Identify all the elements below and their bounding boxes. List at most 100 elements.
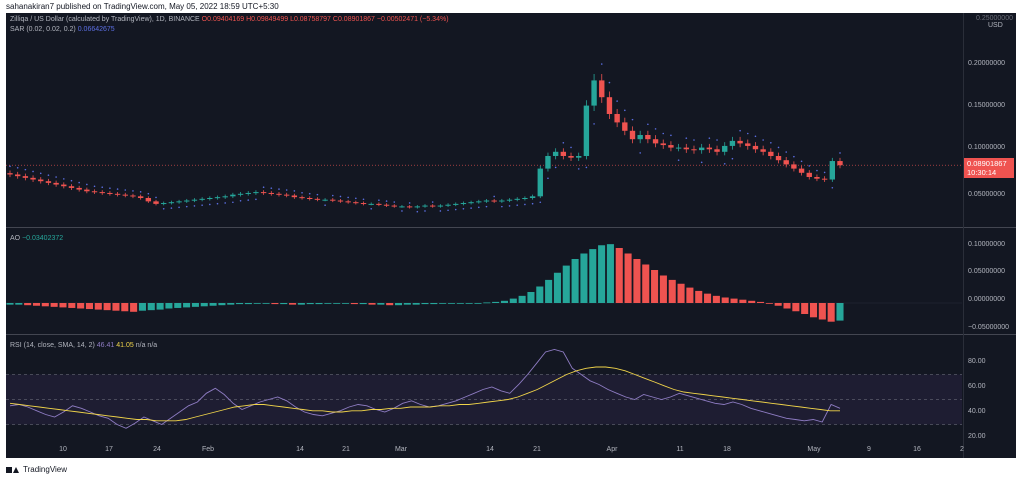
ao-histogram-bar bbox=[624, 253, 632, 303]
time-axis-label: 16 bbox=[913, 446, 921, 453]
sar-dot bbox=[362, 198, 365, 201]
symbol-title[interactable]: Zilliqa / US Dollar (calculated by Tradi… bbox=[10, 16, 200, 23]
ao-legend[interactable]: AO −0.03402372 bbox=[10, 235, 63, 242]
candle-body bbox=[722, 145, 728, 152]
sar-dot bbox=[447, 209, 449, 212]
ao-histogram-bar bbox=[94, 303, 102, 310]
ao-histogram-bar bbox=[333, 303, 341, 304]
sar-dot bbox=[285, 189, 288, 191]
sar-dot bbox=[816, 169, 818, 172]
sar-dot bbox=[224, 202, 226, 204]
ao-histogram-bar bbox=[342, 303, 350, 304]
sar-dot bbox=[331, 194, 334, 197]
sar-dot bbox=[693, 139, 695, 141]
ao-histogram-bar bbox=[500, 300, 508, 303]
candle-body bbox=[714, 149, 720, 152]
candle-body bbox=[230, 194, 236, 197]
candle-body bbox=[652, 139, 659, 144]
sar-dot bbox=[162, 207, 165, 210]
sar-dot bbox=[577, 168, 580, 170]
sar-dot bbox=[55, 176, 57, 178]
sar-dot bbox=[232, 201, 234, 204]
ao-histogram-bar bbox=[156, 303, 164, 310]
ohlc-high: H0.09849499 bbox=[246, 16, 289, 23]
ao-histogram-bar bbox=[792, 303, 800, 312]
ao-histogram-bar bbox=[527, 292, 535, 303]
sar-dot bbox=[293, 190, 296, 192]
sar-dot bbox=[516, 204, 519, 206]
candle-body bbox=[307, 198, 313, 199]
sar-dot bbox=[777, 146, 780, 149]
ao-histogram-bar bbox=[739, 299, 747, 303]
candle-body bbox=[245, 192, 251, 194]
ao-histogram-bar bbox=[809, 303, 818, 318]
sar-dot bbox=[800, 160, 803, 163]
candle-body bbox=[614, 114, 620, 123]
sar-dot bbox=[670, 134, 672, 137]
sar-dot bbox=[462, 207, 465, 210]
candle-body bbox=[768, 151, 774, 156]
candle-body bbox=[660, 143, 666, 146]
ao-histogram-bar bbox=[350, 303, 358, 305]
footer-brand[interactable]: TradingView bbox=[6, 465, 67, 474]
sar-legend[interactable]: SAR (0.02, 0.02, 0.2) 0.06642675 bbox=[10, 26, 115, 33]
ao-histogram-bar bbox=[68, 303, 76, 308]
candle-body bbox=[337, 200, 344, 202]
pane-separator-rsi[interactable] bbox=[6, 334, 1016, 335]
sar-dot bbox=[477, 206, 480, 209]
sar-dot bbox=[562, 141, 565, 144]
sar-dot bbox=[124, 189, 127, 191]
candle-body bbox=[345, 201, 351, 203]
sar-dot bbox=[470, 207, 472, 209]
sar-label: SAR (0.02, 0.02, 0.2) bbox=[10, 26, 76, 33]
sar-dot bbox=[193, 205, 196, 207]
ao-histogram-bar bbox=[112, 303, 120, 311]
sar-dot bbox=[585, 166, 588, 169]
candle-body bbox=[45, 181, 52, 183]
candle-body bbox=[299, 197, 305, 199]
sar-dot bbox=[431, 201, 434, 203]
sar-dot bbox=[139, 191, 142, 193]
ao-histogram-bar bbox=[50, 303, 58, 307]
time-axis-label: 14 bbox=[296, 446, 304, 453]
currency-label[interactable]: USD bbox=[988, 22, 1003, 29]
candle-body bbox=[237, 193, 244, 195]
sar-dot bbox=[86, 183, 88, 186]
candle-body bbox=[253, 192, 259, 194]
chart-frame[interactable]: Zilliqa / US Dollar (calculated by Tradi… bbox=[6, 13, 1016, 458]
candle-body bbox=[629, 130, 636, 140]
candle-body bbox=[798, 168, 805, 173]
sar-dot bbox=[109, 187, 111, 189]
sar-dot bbox=[239, 200, 242, 202]
ao-label: AO bbox=[10, 235, 21, 242]
ao-histogram-bar bbox=[191, 303, 199, 307]
ao-histogram-bar bbox=[562, 265, 570, 303]
ao-histogram-bar bbox=[509, 298, 517, 303]
ao-axis-label: 0.05000000 bbox=[968, 268, 1005, 275]
sar-dot bbox=[308, 192, 311, 195]
sar-dot bbox=[708, 137, 711, 139]
ao-histogram-bar bbox=[606, 244, 614, 303]
sar-dot bbox=[685, 137, 688, 139]
candle-body bbox=[168, 202, 175, 204]
rsi-legend[interactable]: RSI (14, close, SMA, 14, 2) 46.41 41.05 … bbox=[10, 342, 157, 349]
candle-body bbox=[560, 151, 567, 156]
ao-histogram-bar bbox=[571, 259, 579, 303]
ao-histogram-bar bbox=[659, 275, 667, 303]
ao-histogram-bar bbox=[236, 303, 244, 305]
pane-separator-ao[interactable] bbox=[6, 227, 1016, 228]
candle-body bbox=[499, 200, 505, 202]
sar-dot bbox=[662, 132, 665, 135]
ao-histogram-bar bbox=[412, 303, 420, 305]
candle-body bbox=[429, 205, 436, 207]
time-axis-label: Feb bbox=[201, 446, 215, 453]
candle-body bbox=[453, 203, 459, 205]
chart-canvas[interactable] bbox=[6, 13, 1016, 458]
rsi-value: 46.41 bbox=[96, 342, 115, 349]
price-axis-label: 0.20000000 bbox=[968, 60, 1005, 67]
candle-body bbox=[222, 196, 228, 198]
sar-dot bbox=[501, 205, 503, 208]
sar-dot bbox=[78, 181, 80, 184]
candle-body bbox=[406, 206, 413, 208]
candle-body bbox=[514, 198, 520, 200]
